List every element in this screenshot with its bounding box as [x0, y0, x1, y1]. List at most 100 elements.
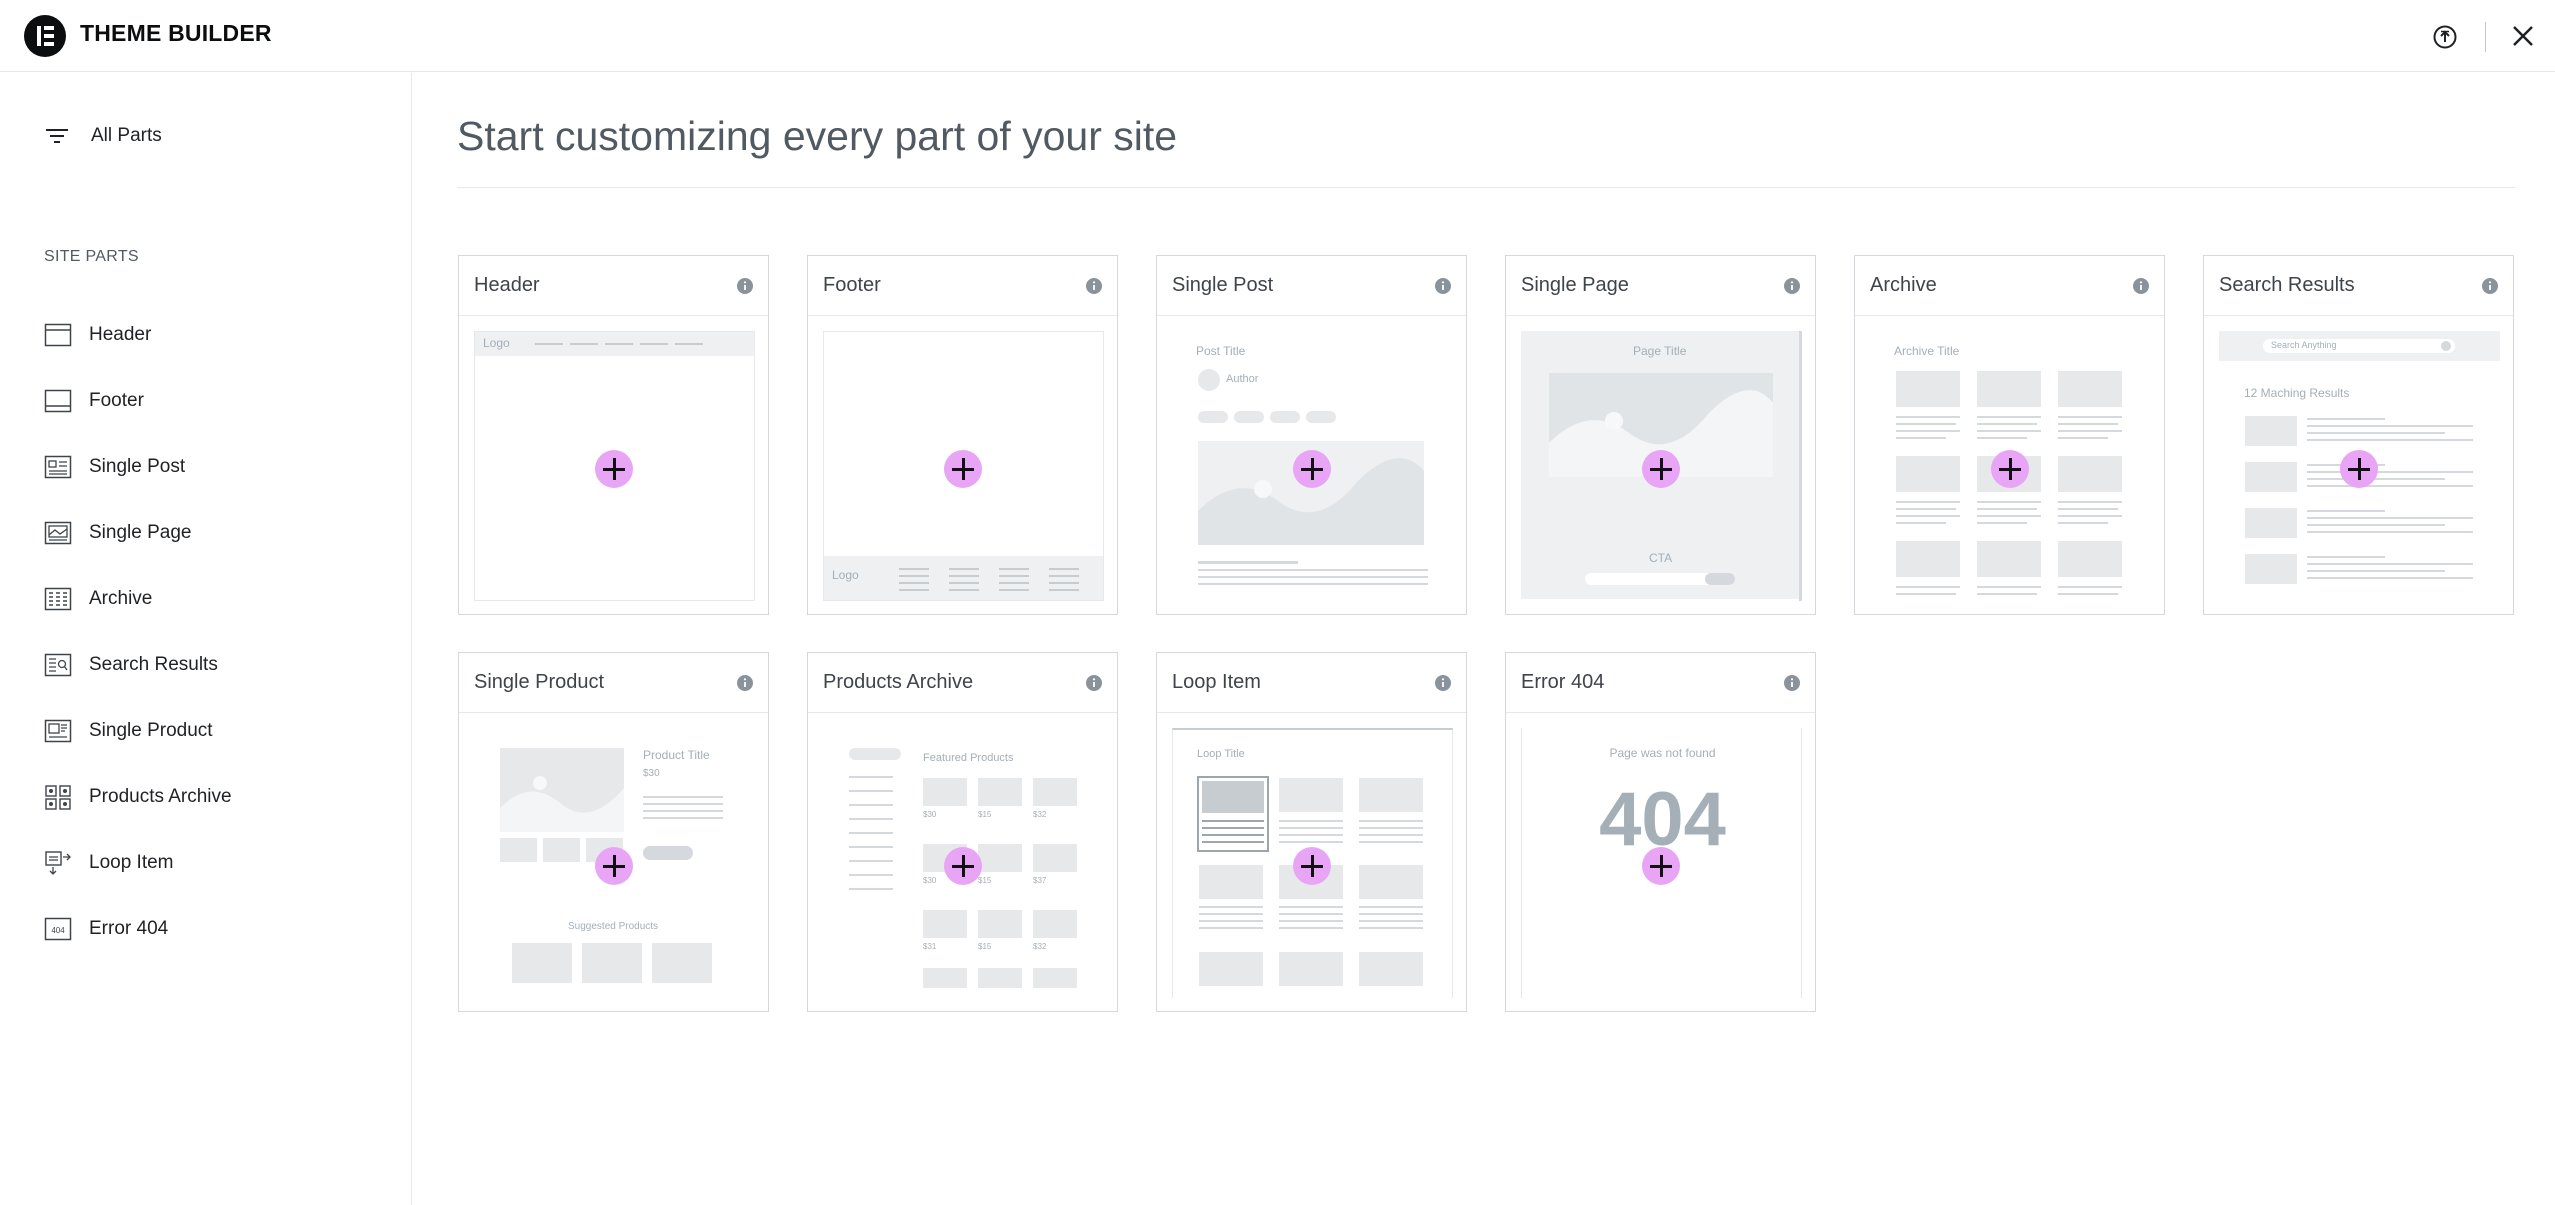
info-icon[interactable] — [1783, 674, 1801, 692]
single-product-icon — [44, 719, 72, 743]
archive-icon — [44, 587, 72, 611]
add-template-button[interactable] — [2340, 450, 2378, 488]
top-bar: THEME BUILDER — [0, 0, 2555, 72]
template-card-single-page[interactable]: Single Page Page Title CTA — [1505, 255, 1816, 615]
card-title: Error 404 — [1521, 671, 1605, 693]
add-template-button[interactable] — [1991, 450, 2029, 488]
template-card-loop-item[interactable]: Loop Item Loop Title — [1156, 652, 1467, 1012]
error-404-icon: 404 — [44, 917, 72, 941]
add-template-button[interactable] — [1293, 450, 1331, 488]
preview-price: $32 — [1033, 810, 1047, 819]
add-template-button[interactable] — [595, 847, 633, 885]
loop-item-icon — [45, 851, 71, 875]
info-icon[interactable] — [1085, 277, 1103, 295]
site-parts-heading: SITE PARTS — [44, 248, 139, 265]
elementor-logo-icon — [24, 15, 66, 57]
close-icon[interactable] — [2509, 22, 2537, 50]
preview-price: $15 — [978, 876, 992, 885]
info-icon[interactable] — [1434, 674, 1452, 692]
sidebar-item-archive[interactable]: Archive — [44, 584, 152, 614]
card-preview: Logo — [823, 331, 1104, 601]
sidebar-item-label: Single Product — [89, 720, 213, 741]
preview-suggested: Suggested Products — [568, 921, 659, 932]
card-preview: Product Title $30 Suggested Products — [474, 728, 755, 998]
title-divider — [457, 187, 2515, 188]
card-preview: Loop Title — [1172, 728, 1453, 998]
preview-price: $37 — [1033, 876, 1047, 885]
sidebar-item-single-product[interactable]: Single Product — [44, 716, 213, 746]
sidebar-item-label: Products Archive — [89, 786, 232, 807]
preview-archive-title: Archive Title — [1894, 344, 1960, 358]
upload-circle-icon[interactable] — [2432, 24, 2458, 50]
preview-price: $32 — [1033, 942, 1047, 951]
add-template-button[interactable] — [595, 450, 633, 488]
add-template-button[interactable] — [1642, 450, 1680, 488]
preview-not-found: Page was not found — [1609, 746, 1716, 760]
sidebar-item-search-results[interactable]: Search Results — [44, 650, 218, 680]
svg-text:404: 404 — [51, 926, 65, 935]
all-parts-label: All Parts — [91, 125, 162, 146]
template-card-footer[interactable]: Footer Logo — [807, 255, 1118, 615]
sidebar-item-single-post[interactable]: Single Post — [44, 452, 185, 482]
template-card-archive[interactable]: Archive Archive Title — [1854, 255, 2165, 615]
preview-results-text: 12 Maching Results — [2244, 386, 2350, 400]
info-icon[interactable] — [2132, 277, 2150, 295]
preview-price: $15 — [978, 810, 992, 819]
card-title: Single Post — [1172, 274, 1274, 296]
add-template-button[interactable] — [1642, 847, 1680, 885]
products-archive-icon — [45, 785, 71, 810]
footer-icon — [44, 389, 72, 413]
template-card-error-404[interactable]: Error 404 Page was not found 404 — [1505, 652, 1816, 1012]
template-card-single-post[interactable]: Single Post Post Title Author — [1156, 255, 1467, 615]
sidebar-item-header[interactable]: Header — [44, 320, 151, 350]
preview-search-placeholder: Search Anything — [2271, 340, 2337, 350]
sidebar-item-products-archive[interactable]: Products Archive — [44, 782, 232, 812]
search-results-icon — [44, 653, 72, 677]
preview-price: $15 — [978, 942, 992, 951]
all-parts-filter[interactable]: All Parts — [44, 125, 162, 147]
card-preview: Logo — [474, 331, 755, 601]
preview-price: $31 — [923, 942, 937, 951]
add-template-button[interactable] — [1293, 847, 1331, 885]
preview-product-title: Product Title — [643, 748, 710, 762]
preview-loop-title: Loop Title — [1197, 748, 1245, 760]
preview-featured: Featured Products — [923, 752, 1014, 764]
card-title: Single Page — [1521, 274, 1629, 296]
preview-price: $30 — [923, 876, 937, 885]
sidebar-item-label: Single Page — [89, 522, 192, 543]
template-card-products-archive[interactable]: Products Archive Featured Products $30 $… — [807, 652, 1118, 1012]
card-title: Loop Item — [1172, 671, 1261, 693]
info-icon[interactable] — [1434, 277, 1452, 295]
preview-cta: CTA — [1649, 551, 1673, 565]
app-title: THEME BUILDER — [80, 20, 272, 46]
sidebar-item-label: Single Post — [89, 456, 186, 477]
sidebar: All Parts SITE PARTS Header Footer Singl… — [0, 73, 412, 1205]
preview-logo: Logo — [483, 336, 510, 350]
preview-price: $30 — [643, 768, 660, 779]
sidebar-item-footer[interactable]: Footer — [44, 386, 144, 416]
add-template-button[interactable] — [944, 847, 982, 885]
preview-page-title: Page Title — [1633, 344, 1687, 358]
info-icon[interactable] — [1783, 277, 1801, 295]
info-icon[interactable] — [736, 277, 754, 295]
template-card-search-results[interactable]: Search Results Search Anything 12 Machin… — [2203, 255, 2514, 615]
template-card-single-product[interactable]: Single Product Product Title $30 Suggest… — [458, 652, 769, 1012]
sidebar-item-label: Archive — [89, 588, 153, 609]
info-icon[interactable] — [2481, 277, 2499, 295]
sidebar-item-single-page[interactable]: Single Page — [44, 518, 191, 548]
info-icon[interactable] — [736, 674, 754, 692]
add-template-button[interactable] — [944, 450, 982, 488]
preview-404-code: 404 — [1599, 777, 1726, 862]
card-preview: Archive Title — [1870, 331, 2151, 601]
preview-logo: Logo — [832, 568, 859, 582]
preview-price: $30 — [923, 810, 937, 819]
single-page-icon — [44, 521, 72, 545]
sidebar-item-error-404[interactable]: 404 Error 404 — [44, 914, 168, 944]
preview-post-title: Post Title — [1196, 344, 1246, 358]
info-icon[interactable] — [1085, 674, 1103, 692]
sidebar-item-label: Loop Item — [89, 852, 174, 873]
template-card-header[interactable]: Header Logo — [458, 255, 769, 615]
filter-icon — [46, 129, 68, 143]
header-icon — [44, 323, 72, 347]
sidebar-item-loop-item[interactable]: Loop Item — [44, 848, 174, 878]
